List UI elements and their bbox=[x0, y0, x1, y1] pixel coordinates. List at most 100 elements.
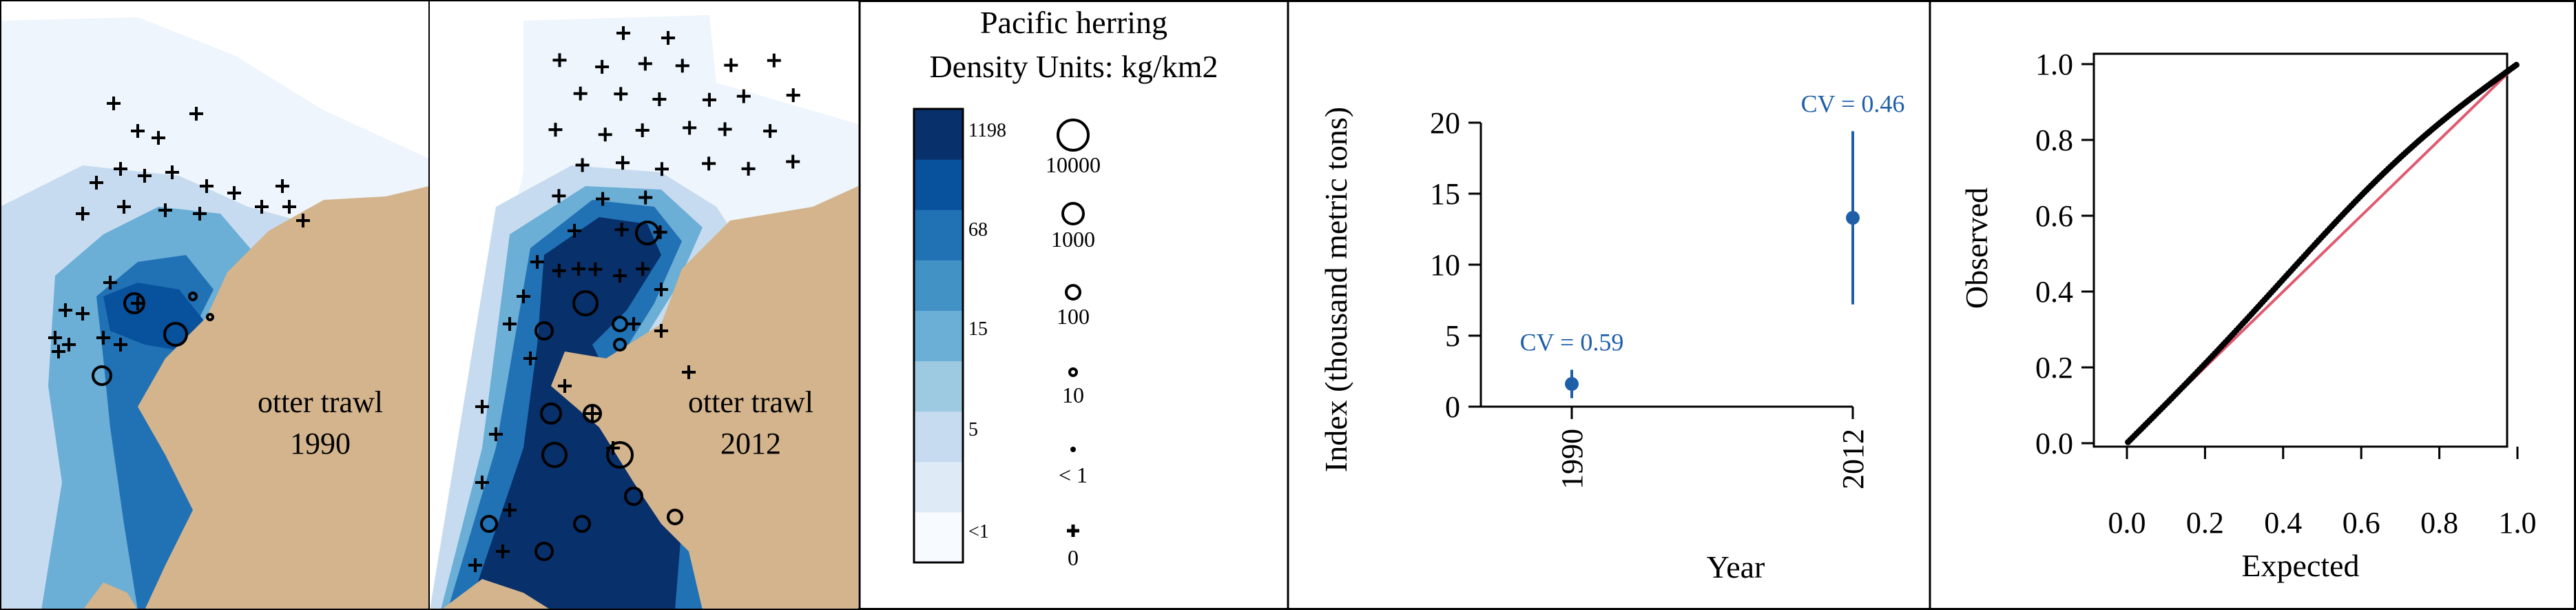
survey-station-marker bbox=[103, 276, 117, 289]
map-2012: otter trawl 2012 bbox=[430, 1, 858, 609]
survey-station-marker bbox=[702, 156, 716, 171]
colorbar-segment bbox=[914, 360, 963, 412]
qq-ylabel: Observed bbox=[1959, 187, 1994, 309]
catch-circle bbox=[188, 292, 198, 301]
survey-station-marker bbox=[627, 317, 641, 331]
colorbar-segment bbox=[914, 310, 963, 362]
survey-station-marker bbox=[575, 158, 590, 172]
size-legend-circle bbox=[1068, 367, 1078, 377]
size-legend-label: 100 bbox=[1057, 304, 1090, 329]
qq-ytick-label: 0.2 bbox=[2035, 351, 2073, 385]
catch-circle bbox=[573, 515, 591, 533]
survey-station-marker bbox=[702, 92, 716, 107]
survey-station-marker bbox=[189, 107, 203, 121]
size-legend-circle bbox=[1070, 447, 1076, 452]
qq-ytick-label: 0.8 bbox=[2035, 123, 2073, 157]
survey-station-marker bbox=[468, 558, 482, 572]
qq-ticks: 0.0 0.0 0.2 0.2 0.4 0.4 0.6 0.6 0.8 0.8 1.0 1.0 bbox=[2035, 48, 2537, 540]
size-legend-label: < 1 bbox=[1059, 462, 1088, 487]
survey-station-marker bbox=[152, 131, 165, 145]
colorbar-segment bbox=[914, 260, 963, 311]
catch-circle bbox=[635, 221, 660, 245]
index-ticks: 0 5 10 15 20 1990 2012 bbox=[1430, 106, 1870, 489]
index-marks: CV = 0.59 CV = 0.46 bbox=[1520, 90, 1904, 398]
survey-station-marker bbox=[654, 283, 668, 296]
survey-station-marker bbox=[227, 186, 241, 200]
survey-station-marker bbox=[724, 58, 738, 72]
colorbar-label: 5 bbox=[968, 419, 978, 440]
year-label: 1990 bbox=[290, 427, 351, 460]
survey-station-marker bbox=[503, 503, 517, 517]
survey-station-marker bbox=[614, 223, 629, 237]
survey-station-marker bbox=[282, 200, 296, 214]
survey-station-marker bbox=[496, 545, 510, 558]
catch-circle bbox=[534, 542, 554, 561]
catch-circle bbox=[583, 404, 602, 423]
survey-station-marker bbox=[131, 296, 145, 310]
label-gear-1990: otter trawl 1990 bbox=[258, 385, 383, 460]
qq-xtick-label: 1.0 bbox=[2499, 506, 2537, 540]
survey-station-marker bbox=[736, 89, 751, 103]
survey-station-marker bbox=[573, 86, 588, 101]
colorbar-label: <1 bbox=[968, 521, 989, 542]
year-label: 2012 bbox=[720, 427, 781, 460]
map-1990: otter trawl 1990 bbox=[1, 1, 428, 609]
survey-station-marker bbox=[200, 179, 214, 193]
size-legend-plus bbox=[1067, 525, 1079, 537]
land-area-south bbox=[442, 579, 549, 609]
survey-station-marker bbox=[276, 179, 289, 193]
survey-station-marker bbox=[653, 225, 667, 239]
survey-station-marker bbox=[614, 87, 628, 101]
index-xtick-label: 2012 bbox=[1836, 429, 1870, 489]
survey-station-marker bbox=[588, 262, 603, 276]
index-ylabel: Index (thousand metric tons) bbox=[1318, 107, 1353, 472]
survey-station-marker bbox=[62, 338, 76, 352]
survey-station-marker bbox=[767, 53, 781, 68]
index-chart: 0 5 10 15 20 1990 2012 CV = 0.59 CV = 0.46 Inde… bbox=[1318, 90, 1904, 584]
survey-station-marker bbox=[90, 176, 103, 190]
catch-circle bbox=[480, 515, 498, 533]
survey-station-marker bbox=[638, 190, 653, 205]
qq-xtick-label: 0.6 bbox=[2343, 506, 2380, 540]
label-gear-2012: otter trawl 2012 bbox=[688, 385, 813, 460]
catch-circle bbox=[206, 313, 214, 321]
index-point bbox=[1846, 211, 1860, 225]
survey-station-marker bbox=[652, 92, 667, 107]
catch-circle bbox=[534, 321, 554, 340]
qq-xlabel: Expected bbox=[2241, 548, 2359, 583]
qq-xtick-label: 0.0 bbox=[2108, 506, 2146, 540]
survey-station-marker bbox=[552, 53, 567, 68]
colorbar-label: 1198 bbox=[968, 120, 1006, 141]
survey-station-marker bbox=[636, 262, 650, 276]
index-xtick-label: 1990 bbox=[1555, 429, 1589, 489]
land-area bbox=[138, 186, 428, 609]
survey-markers-1990 bbox=[48, 96, 310, 386]
survey-station-marker bbox=[76, 207, 90, 221]
species-title: Pacific herring bbox=[980, 5, 1167, 40]
survey-station-marker bbox=[718, 122, 732, 136]
survey-station-marker bbox=[193, 207, 207, 221]
qq-plot-frame bbox=[2092, 52, 2509, 448]
qq-ytick-label: 1.0 bbox=[2035, 48, 2073, 81]
survey-station-marker bbox=[517, 289, 530, 303]
survey-station-marker bbox=[489, 427, 503, 441]
colorbar-label: 68 bbox=[968, 219, 988, 241]
survey-markers-2012 bbox=[468, 26, 800, 572]
gear-label: otter trawl bbox=[258, 385, 383, 419]
legend-panel: Pacific herring Density Units: kg/km2 11… bbox=[913, 5, 1218, 570]
survey-station-marker bbox=[523, 352, 537, 365]
survey-station-marker bbox=[158, 203, 172, 217]
survey-station-marker bbox=[52, 345, 65, 358]
qq-points bbox=[2125, 61, 2520, 445]
survey-station-marker bbox=[585, 407, 599, 420]
survey-station-marker bbox=[654, 324, 668, 338]
survey-station-marker bbox=[613, 269, 627, 283]
catch-circle bbox=[541, 442, 568, 468]
density-contour-core bbox=[468, 217, 682, 609]
catch-circle bbox=[540, 403, 562, 425]
survey-station-marker bbox=[114, 338, 127, 352]
gear-label: otter trawl bbox=[688, 385, 813, 419]
size-legend-circle bbox=[1057, 119, 1090, 152]
catch-circle bbox=[123, 292, 145, 314]
